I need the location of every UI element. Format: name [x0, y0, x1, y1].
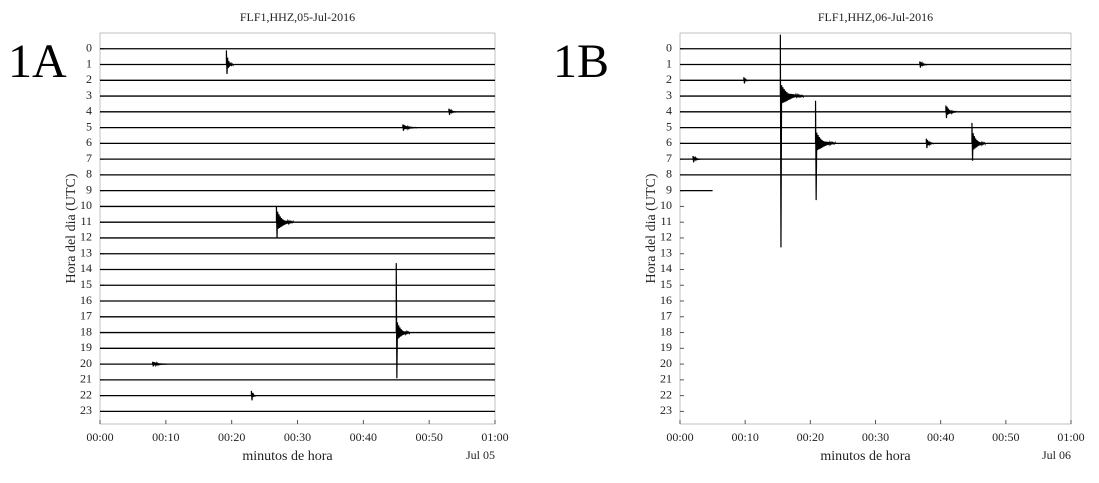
x-tick-label: 00:10	[731, 430, 758, 444]
y-tick-label: 4	[666, 104, 672, 118]
plot-frame	[679, 32, 1072, 425]
y-tick-label: 15	[660, 277, 672, 291]
x-tick-label: 00:50	[992, 430, 1019, 444]
x-tick-label: 00:50	[415, 430, 442, 444]
seismic-event	[152, 361, 167, 368]
y-tick-label: 10	[80, 198, 92, 212]
x-tick-label: 00:40	[927, 430, 954, 444]
y-tick-label: 5	[666, 119, 672, 133]
y-tick-label: 3	[666, 88, 672, 102]
y-tick-label: 23	[80, 403, 92, 417]
seismic-event	[402, 124, 417, 131]
x-tick-label: 01:00	[481, 430, 508, 444]
seismic-event	[925, 138, 934, 149]
y-tick-label: 9	[86, 182, 92, 196]
x-tick-label: 00:10	[152, 430, 179, 444]
y-tick-label: 18	[660, 324, 672, 338]
y-tick-label: 20	[660, 356, 672, 370]
y-tick-label: 12	[660, 230, 672, 244]
y-tick-label: 11	[660, 214, 672, 228]
y-tick-label: 22	[660, 387, 672, 401]
seismic-event	[225, 50, 234, 75]
seismic-event	[779, 34, 804, 248]
y-tick-label: 0	[86, 41, 92, 55]
y-tick-label: 7	[666, 151, 672, 165]
seismic-event	[945, 105, 957, 119]
y-tick-label: 22	[80, 387, 92, 401]
y-tick-label: 11	[80, 214, 92, 228]
seismic-event	[814, 100, 836, 201]
date-label: Jul 06	[1042, 448, 1071, 462]
x-tick-label: 00:30	[862, 430, 889, 444]
x-tick-label: 01:00	[1057, 430, 1084, 444]
x-tick-label: 00:20	[218, 430, 245, 444]
y-tick-label: 17	[660, 309, 672, 323]
x-tick-label: 00:20	[797, 430, 824, 444]
y-axis-label: Hora del dia (UTC)	[644, 173, 659, 283]
x-tick-label: 00:00	[86, 430, 113, 444]
y-tick-label: 8	[666, 167, 672, 181]
chart-title: FLF1,HHZ,05-Jul-2016	[240, 10, 355, 24]
y-tick-label: 9	[666, 182, 672, 196]
x-axis-label: minutos de hora	[820, 449, 911, 464]
y-tick-label: 23	[660, 403, 672, 417]
y-tick-label: 21	[80, 372, 92, 386]
y-tick-label: 1	[86, 56, 92, 70]
y-tick-label: 21	[660, 372, 672, 386]
x-tick-label: 00:30	[284, 430, 311, 444]
x-axis-label: minutos de hora	[242, 449, 333, 464]
y-tick-label: 6	[666, 135, 672, 149]
y-tick-label: 15	[80, 277, 92, 291]
seismic-event	[395, 263, 411, 379]
y-tick-label: 7	[86, 151, 92, 165]
seismic-event	[692, 155, 701, 163]
panel-label: 1B	[553, 35, 609, 88]
y-tick-label: 14	[660, 261, 672, 275]
y-tick-label: 12	[80, 230, 92, 244]
y-tick-label: 16	[80, 293, 92, 307]
y-tick-label: 6	[86, 135, 92, 149]
y-tick-label: 14	[80, 261, 92, 275]
y-tick-label: 19	[660, 340, 672, 354]
y-tick-label: 1	[666, 56, 672, 70]
y-tick-label: 2	[86, 72, 92, 86]
y-tick-label: 5	[86, 119, 92, 133]
seismic-event	[971, 122, 986, 161]
y-tick-label: 18	[80, 324, 92, 338]
seismic-event	[250, 390, 256, 401]
y-tick-label: 13	[660, 245, 672, 259]
panel-label: 1A	[8, 35, 67, 88]
chart-title: FLF1,HHZ,06-Jul-2016	[818, 10, 933, 24]
y-tick-label: 10	[660, 198, 672, 212]
seismic-event	[275, 206, 294, 238]
date-label: Jul 05	[466, 448, 495, 462]
plot-frame	[99, 32, 496, 425]
y-tick-label: 4	[86, 104, 92, 118]
y-tick-label: 0	[666, 41, 672, 55]
y-tick-label: 16	[660, 293, 672, 307]
seismic-event	[448, 108, 457, 116]
y-axis-label: Hora del dia (UTC)	[64, 173, 79, 283]
y-tick-label: 17	[80, 309, 92, 323]
y-tick-label: 3	[86, 88, 92, 102]
y-tick-label: 20	[80, 356, 92, 370]
x-tick-label: 00:40	[350, 430, 377, 444]
seismic-event	[919, 61, 927, 68]
y-tick-label: 2	[666, 72, 672, 86]
y-tick-label: 19	[80, 340, 92, 354]
y-tick-label: 13	[80, 245, 92, 259]
seismic-event	[743, 77, 748, 84]
y-tick-label: 8	[86, 167, 92, 181]
x-tick-label: 00:00	[666, 430, 693, 444]
